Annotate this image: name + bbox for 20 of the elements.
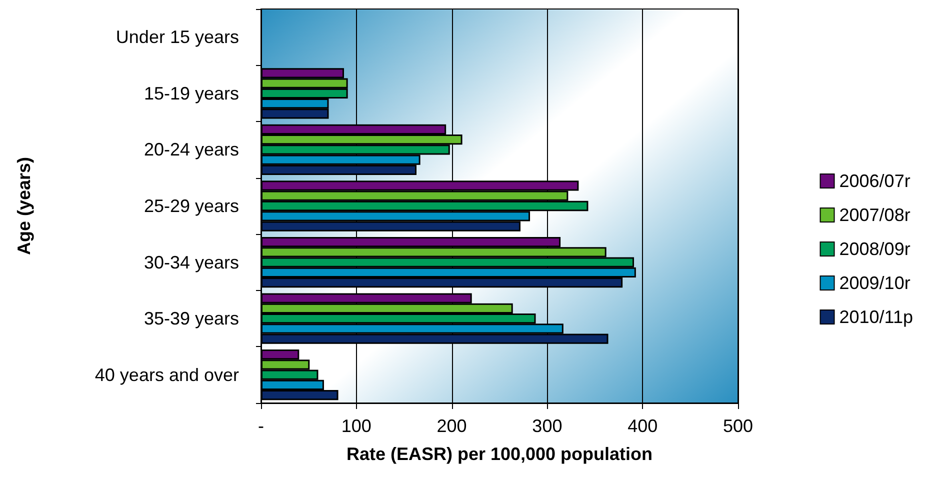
x-axis-title: Rate (EASR) per 100,000 population [346,444,653,464]
y-tick-label: 15-19 years [144,83,239,104]
legend-label: 2006/07r [839,171,910,191]
y-tick-label: 20-24 years [144,140,239,160]
legend-label: 2008/09r [839,239,910,259]
x-tick-label: - [258,416,264,436]
y-tick-label: 30-34 years [144,252,239,272]
x-tick-label: 400 [628,416,658,436]
y-tick-label: 35-39 years [144,308,239,329]
y-tick-label: 40 years and over [94,364,239,385]
y-axis-title: Age (years) [14,156,34,256]
x-tick-label: 300 [532,416,562,436]
legend-label: 2009/10r [839,273,910,293]
x-tick-label: 100 [341,416,372,436]
legend-label: 2010/11p [839,307,914,327]
x-tick-label: 500 [722,416,754,436]
y-tick-label: Under 15 years [116,27,239,48]
x-tick-label: 200 [436,416,467,436]
legend-label: 2007/08r [839,205,910,225]
y-tick-label: 25-29 years [144,196,239,216]
